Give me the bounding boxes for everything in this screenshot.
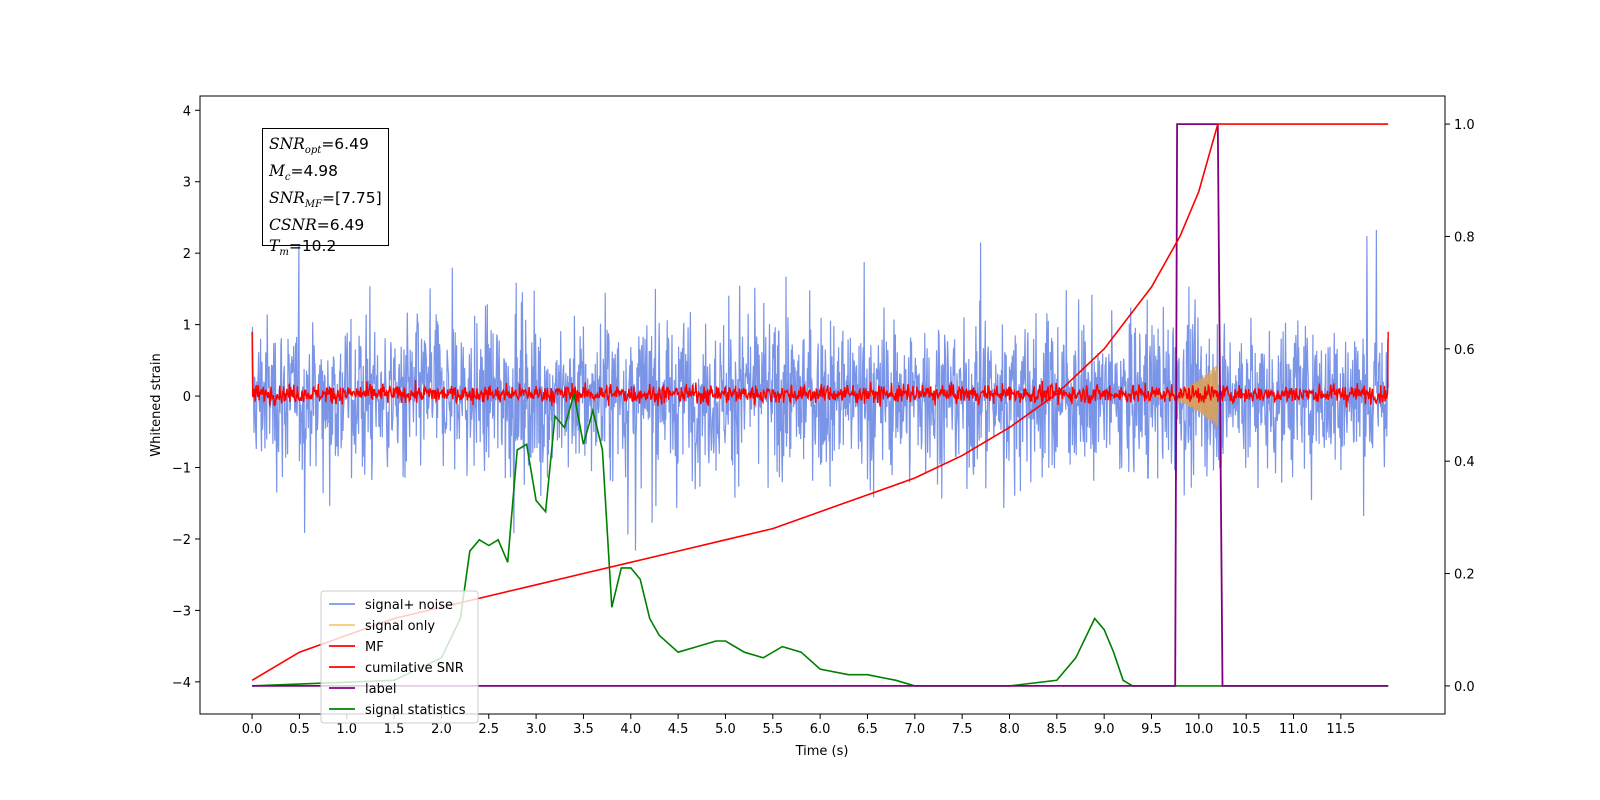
x-tick-label: 11.0	[1279, 722, 1308, 737]
legend-label: label	[365, 682, 396, 697]
series-signal-statistics	[252, 393, 1389, 687]
x-tick-label: 9.5	[1141, 722, 1162, 737]
x-tick-label: 6.5	[857, 722, 878, 737]
stats-line-mc: Mc=4.98	[269, 162, 338, 184]
y-left-tick-label: 3	[183, 176, 191, 191]
y-right-tick-label: 0.4	[1454, 455, 1475, 470]
y-left-tick-label: −2	[172, 533, 191, 548]
x-tick-label: 7.5	[952, 722, 973, 737]
y-right-tick-label: 1.0	[1454, 118, 1475, 133]
series-mf	[251, 331, 1389, 408]
legend: signal+ noise signal only MF cumilative SNR…	[320, 590, 479, 724]
x-tick-label: 10.5	[1232, 722, 1261, 737]
x-tick-label: 9.0	[1094, 722, 1115, 737]
x-tick-label: 0.5	[289, 722, 310, 737]
x-tick-label: 11.5	[1326, 722, 1355, 737]
plot-frame	[199, 95, 1446, 715]
y-right-tick-label: 0.2	[1454, 568, 1475, 583]
y-right-tick-label: 0.0	[1454, 680, 1475, 695]
plot-layer	[251, 123, 1389, 687]
x-tick-label: 5.5	[762, 722, 783, 737]
x-tick-label: 3.5	[573, 722, 594, 737]
x-tick-label: 3.0	[526, 722, 547, 737]
x-tick-label: 10.0	[1184, 722, 1213, 737]
legend-label: MF	[365, 640, 384, 655]
stats-line-tm: Tm=10.2	[269, 237, 337, 259]
y-left-tick-label: 2	[183, 247, 191, 262]
y-axis-left: −4 −3 −2 −1 0 1 2 3 4	[172, 104, 200, 691]
x-axis-label: Time (s)	[795, 744, 849, 759]
x-tick-label: 7.0	[904, 722, 925, 737]
y-left-tick-label: 1	[183, 319, 191, 334]
series-label	[252, 123, 1389, 687]
legend-box	[320, 590, 479, 724]
y-left-tick-label: 0	[183, 390, 191, 405]
x-tick-label: 0.0	[242, 722, 263, 737]
y-left-tick-label: −3	[172, 604, 191, 619]
x-tick-label: 1.0	[336, 722, 357, 737]
legend-label: cumilative SNR	[365, 661, 464, 676]
series-signal-noise	[251, 229, 1389, 551]
legend-label: signal only	[365, 619, 435, 634]
y-right-tick-label: 0.8	[1454, 230, 1475, 245]
x-tick-label: 2.5	[478, 722, 499, 737]
x-tick-label: 2.0	[431, 722, 452, 737]
y-left-tick-label: −4	[172, 676, 191, 691]
x-tick-label: 6.0	[810, 722, 831, 737]
legend-label: signal+ noise	[365, 598, 453, 613]
x-tick-label: 1.5	[384, 722, 405, 737]
y-axis-left-label: Whitened strain	[149, 353, 164, 456]
x-tick-label: 4.0	[620, 722, 641, 737]
legend-label: signal statistics	[365, 703, 466, 718]
x-tick-label: 4.5	[668, 722, 689, 737]
x-tick-label: 8.0	[999, 722, 1020, 737]
y-right-tick-label: 0.6	[1454, 343, 1475, 358]
y-left-tick-label: −1	[172, 462, 191, 477]
y-axis-right: 0.0 0.2 0.4 0.6 0.8 1.0	[1445, 118, 1475, 695]
x-tick-label: 5.0	[715, 722, 736, 737]
x-tick-label: 8.5	[1046, 722, 1067, 737]
x-axis: 0.0 0.5 1.0 1.5 2.0 2.5 3.0 3.5 4.0 4.5 5.0 5.5 6.0 6…	[242, 714, 1355, 737]
stats-line-snr-mf: SNRMF=[7.75]	[269, 189, 382, 211]
stats-line-snr-opt: SNRopt=6.49	[269, 135, 369, 157]
stats-line-csnr: CSNR=6.49	[269, 216, 365, 235]
stats-annotation-box: SNRopt=6.49 Mc=4.98 SNRMF=[7.75] CSNR=6.…	[262, 128, 389, 258]
y-left-tick-label: 4	[183, 104, 191, 119]
